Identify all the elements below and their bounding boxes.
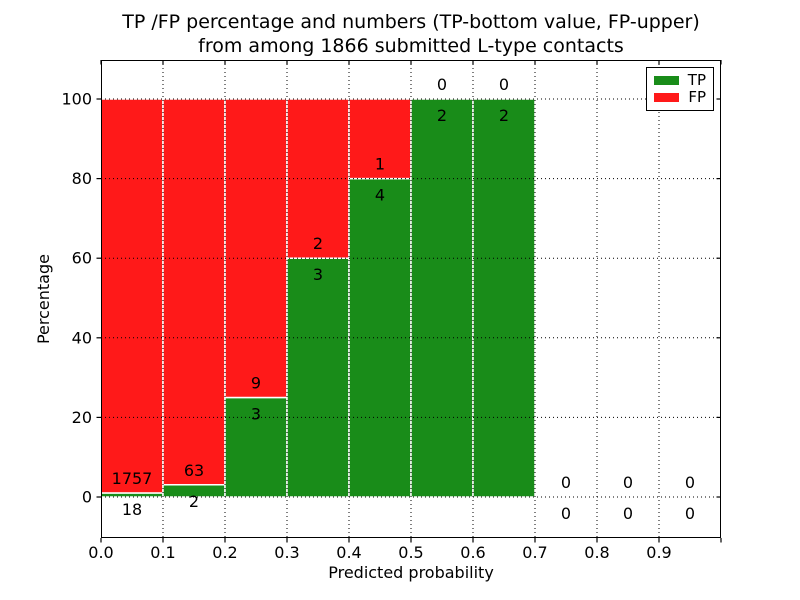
fp-bar — [348, 98, 412, 180]
fp-bar — [100, 98, 164, 494]
tp-count-label: 3 — [313, 265, 323, 284]
x-tick-label: 0.2 — [212, 543, 237, 562]
legend-item-tp: TP — [654, 73, 706, 88]
fp-count-label: 1757 — [112, 469, 153, 488]
x-tick-label: 0.6 — [460, 543, 485, 562]
fp-count-label: 0 — [437, 75, 447, 94]
chart-title-line2: from among 1866 submitted L-type contact… — [198, 35, 624, 57]
fp-count-label: 0 — [499, 75, 509, 94]
fp-color-swatch — [654, 93, 680, 102]
chart-title: TP /FP percentage and numbers (TP-bottom… — [0, 10, 800, 58]
x-tick-label: 0.3 — [274, 543, 299, 562]
x-tick-label: 0.0 — [88, 543, 113, 562]
tp-color-swatch — [654, 76, 679, 85]
tp-count-label: 0 — [623, 504, 633, 523]
fp-count-label: 0 — [623, 473, 633, 492]
y-tick-label: 80 — [72, 169, 92, 188]
x-tick-label: 0.5 — [398, 543, 423, 562]
x-tick-label: 0.7 — [522, 543, 547, 562]
y-axis-label: Percentage — [34, 254, 53, 345]
fp-count-label: 9 — [251, 374, 261, 393]
tp-count-label: 0 — [561, 504, 571, 523]
tp-count-label: 2 — [499, 106, 509, 125]
plot-border — [101, 60, 721, 538]
fp-count-label: 0 — [561, 473, 571, 492]
tp-bar — [472, 98, 536, 498]
legend-item-fp: FP — [654, 90, 706, 105]
fp-count-label: 63 — [184, 461, 204, 480]
y-tick-label: 0 — [82, 488, 92, 507]
fp-count-label: 0 — [685, 473, 695, 492]
x-tick-label: 0.1 — [150, 543, 175, 562]
fp-bar — [162, 98, 226, 486]
legend-label-fp: FP — [688, 88, 706, 106]
tp-count-label: 2 — [189, 492, 199, 511]
fp-count-label: 1 — [375, 155, 385, 174]
legend: TP FP — [646, 67, 714, 111]
y-tick-label: 60 — [72, 249, 92, 268]
tp-count-label: 3 — [251, 405, 261, 424]
y-tick-label: 20 — [72, 408, 92, 427]
tp-count-label: 4 — [375, 186, 385, 205]
y-tick-label: 40 — [72, 328, 92, 347]
fp-count-label: 2 — [313, 234, 323, 253]
y-tick-label: 100 — [61, 90, 92, 109]
x-axis-label: Predicted probability — [328, 563, 494, 582]
tp-count-label: 2 — [437, 106, 447, 125]
x-tick-label: 0.8 — [584, 543, 609, 562]
chart-title-line1: TP /FP percentage and numbers (TP-bottom… — [122, 11, 700, 33]
x-tick-label: 0.9 — [646, 543, 671, 562]
tp-count-label: 18 — [122, 500, 142, 519]
x-tick-label: 0.4 — [336, 543, 361, 562]
tp-count-label: 0 — [685, 504, 695, 523]
legend-label-tp: TP — [687, 71, 706, 89]
